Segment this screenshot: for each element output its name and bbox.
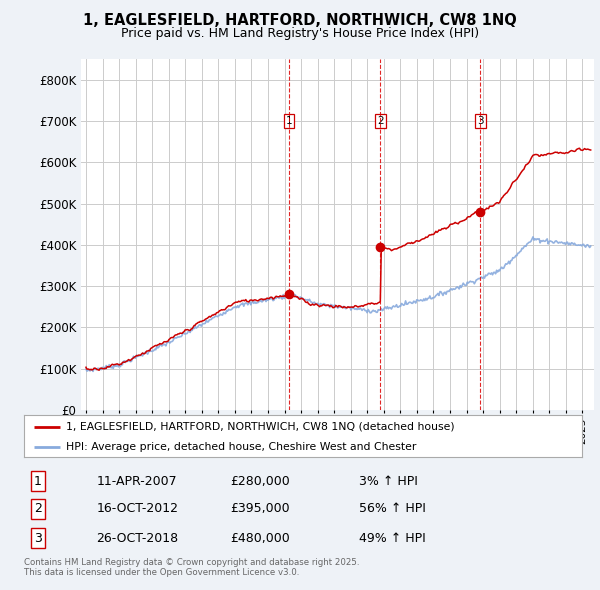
Text: 1: 1	[286, 116, 292, 126]
Text: 1, EAGLESFIELD, HARTFORD, NORTHWICH, CW8 1NQ (detached house): 1, EAGLESFIELD, HARTFORD, NORTHWICH, CW8…	[66, 422, 454, 432]
Text: 16-OCT-2012: 16-OCT-2012	[97, 502, 179, 516]
Text: 49% ↑ HPI: 49% ↑ HPI	[359, 532, 425, 545]
Text: Contains HM Land Registry data © Crown copyright and database right 2025.
This d: Contains HM Land Registry data © Crown c…	[24, 558, 359, 577]
Text: 2: 2	[34, 502, 42, 516]
Text: 1, EAGLESFIELD, HARTFORD, NORTHWICH, CW8 1NQ: 1, EAGLESFIELD, HARTFORD, NORTHWICH, CW8…	[83, 13, 517, 28]
Text: Price paid vs. HM Land Registry's House Price Index (HPI): Price paid vs. HM Land Registry's House …	[121, 27, 479, 40]
Text: 3: 3	[477, 116, 484, 126]
Text: 26-OCT-2018: 26-OCT-2018	[97, 532, 179, 545]
Text: 3% ↑ HPI: 3% ↑ HPI	[359, 475, 418, 488]
Text: 1: 1	[34, 475, 42, 488]
Text: 56% ↑ HPI: 56% ↑ HPI	[359, 502, 425, 516]
Text: £280,000: £280,000	[230, 475, 290, 488]
Text: £480,000: £480,000	[230, 532, 290, 545]
Text: 11-APR-2007: 11-APR-2007	[97, 475, 177, 488]
Text: 3: 3	[34, 532, 42, 545]
Text: HPI: Average price, detached house, Cheshire West and Chester: HPI: Average price, detached house, Ches…	[66, 442, 416, 452]
Text: £395,000: £395,000	[230, 502, 290, 516]
Text: 2: 2	[377, 116, 383, 126]
